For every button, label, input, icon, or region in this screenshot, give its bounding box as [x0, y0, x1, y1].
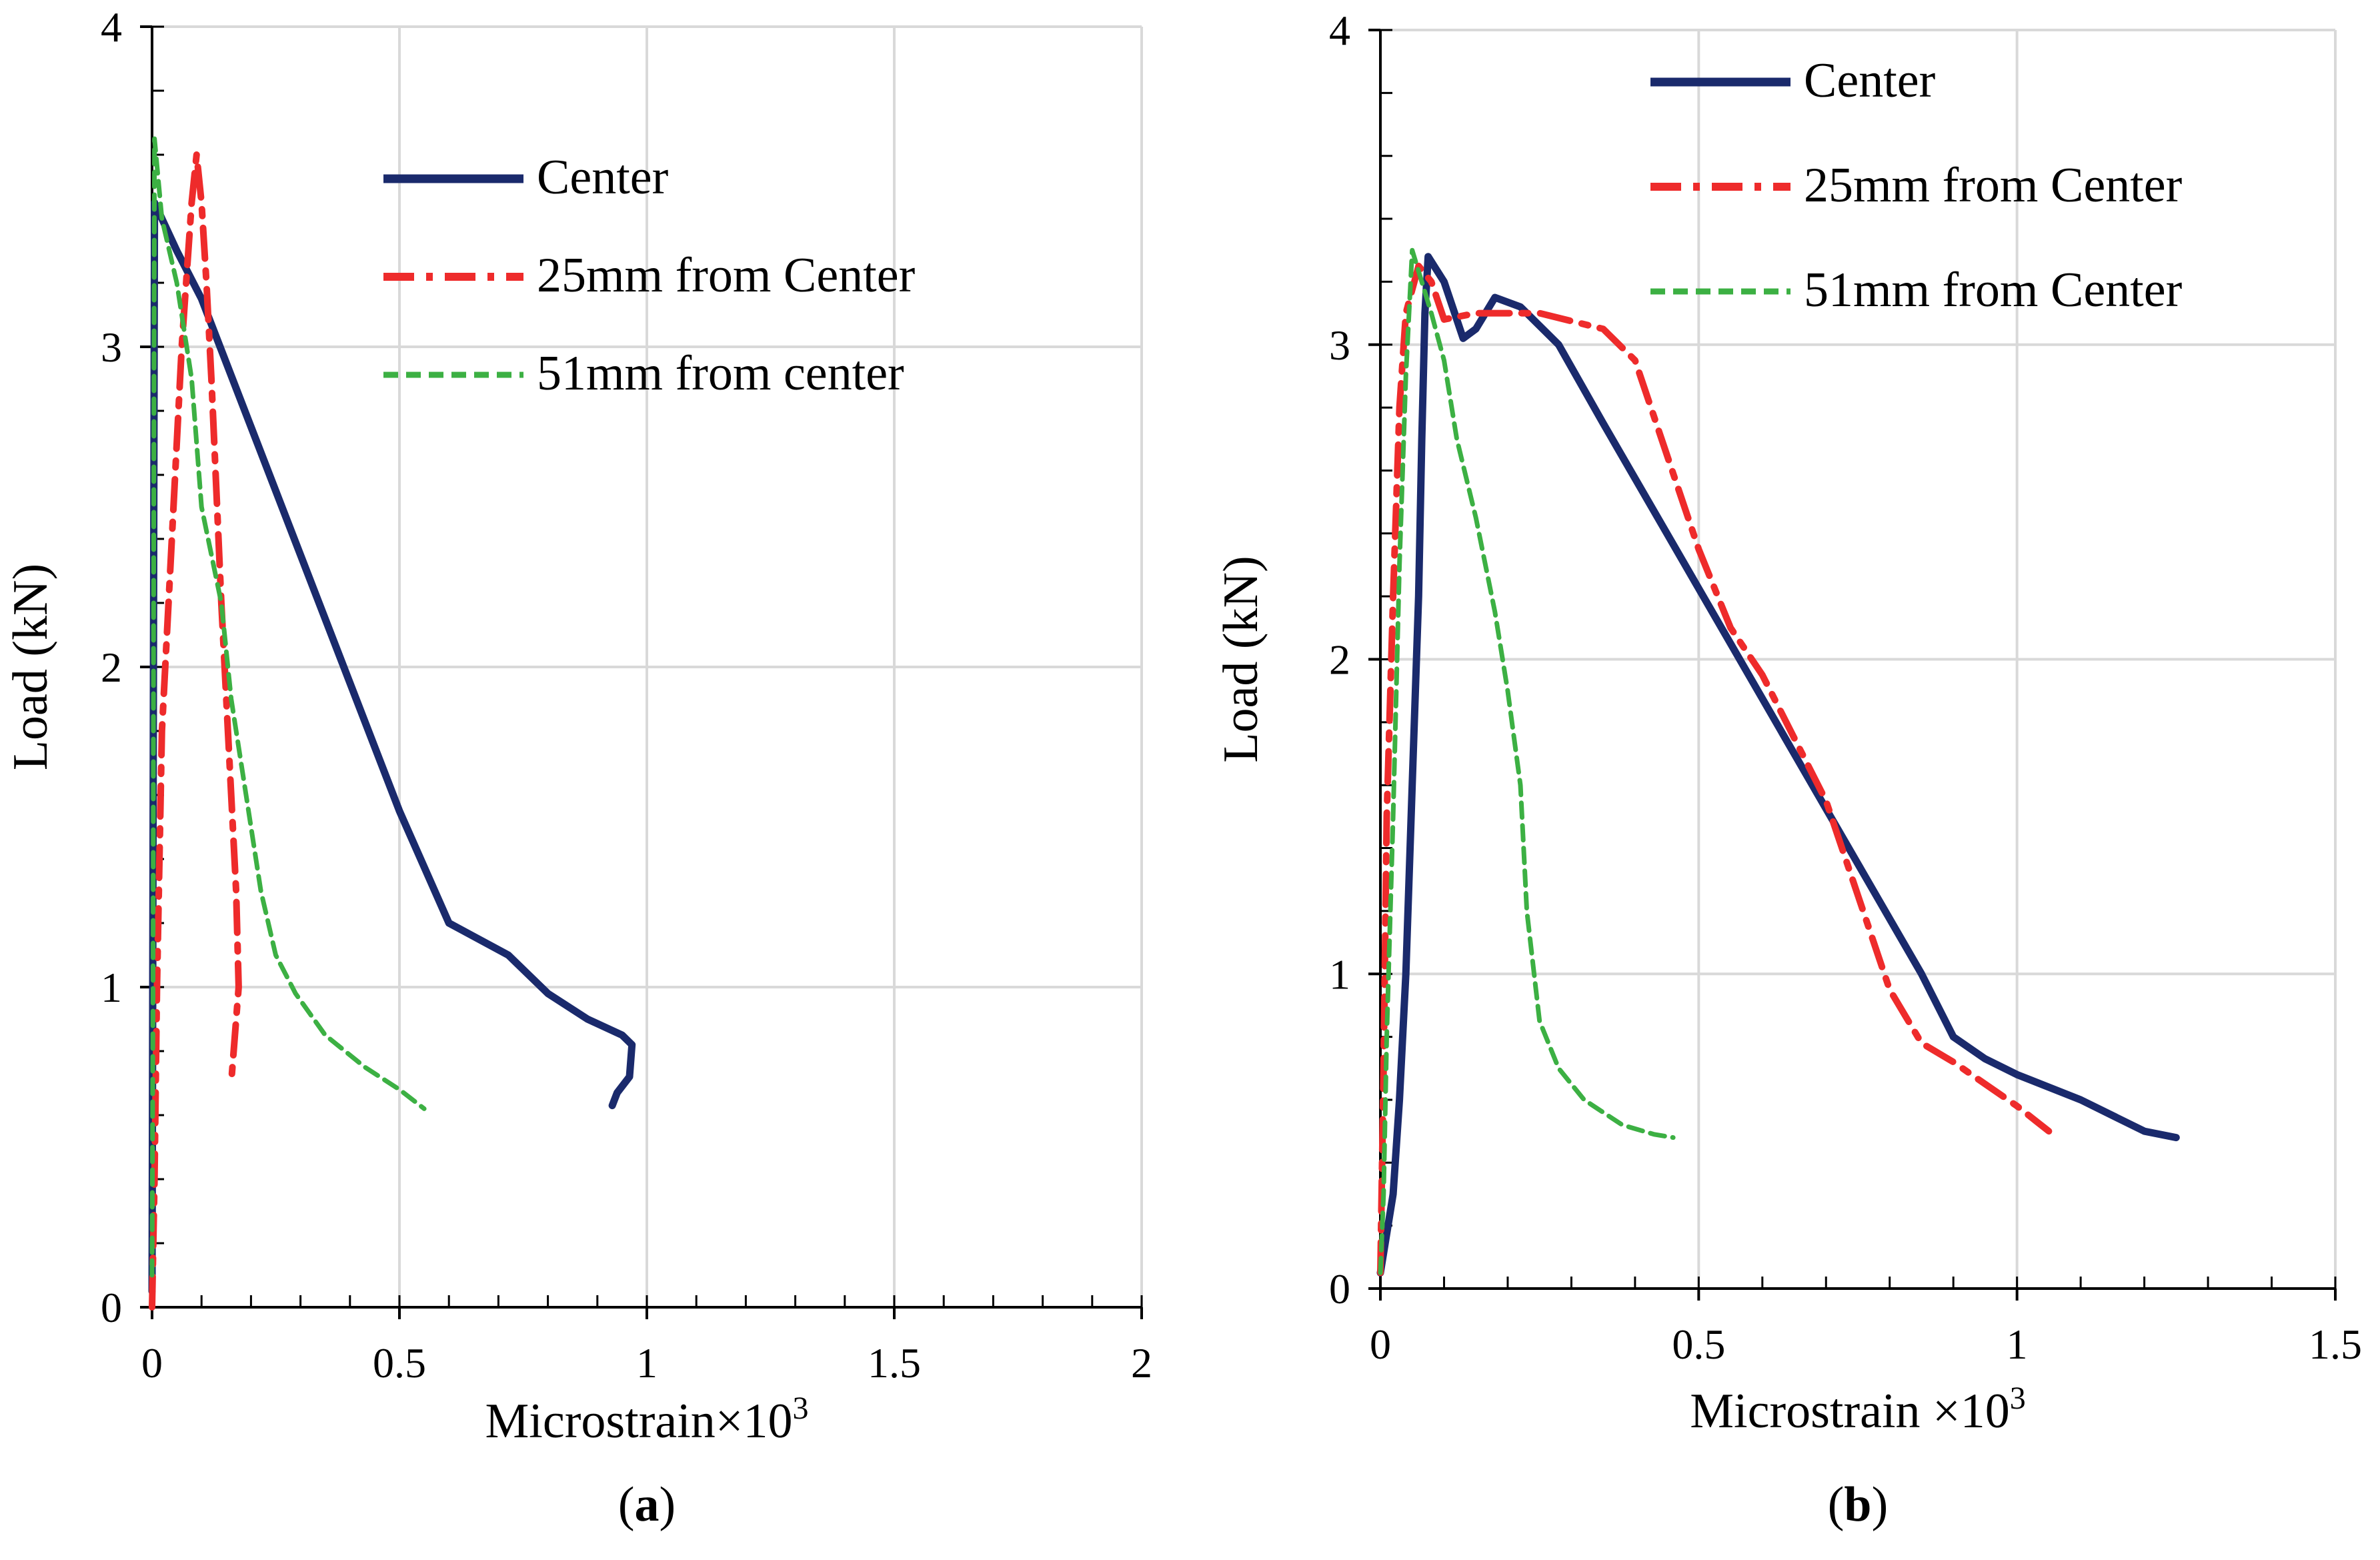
- x-tick-label: 0.5: [1672, 1321, 1725, 1368]
- x-tick-label: 1.5: [868, 1339, 921, 1387]
- series-line: [1378, 247, 1676, 1275]
- x-tick-label: 0: [1370, 1321, 1391, 1368]
- y-axis-label: Load (kN): [3, 564, 58, 770]
- series-line: [148, 199, 636, 1295]
- panel-label: (b): [1828, 1477, 1888, 1532]
- series-line: [1376, 253, 2180, 1277]
- legend-label: 51mm from center: [537, 346, 904, 401]
- legend-label: 25mm from Center: [537, 248, 915, 303]
- y-tick-label: 1: [101, 964, 122, 1011]
- x-axis-label: Microstrain×103: [485, 1391, 809, 1449]
- y-tick-label: 4: [101, 3, 122, 51]
- series-line: [149, 151, 242, 1311]
- y-tick-label: 4: [1329, 7, 1350, 54]
- y-tick-label: 3: [1329, 321, 1350, 369]
- y-tick-label: 3: [101, 323, 122, 371]
- x-tick-label: 1.5: [2309, 1321, 2362, 1368]
- x-tick-label: 0.5: [373, 1339, 426, 1387]
- y-tick-label: 1: [1329, 950, 1350, 998]
- y-tick-label: 0: [1329, 1265, 1350, 1313]
- x-tick-label: 0: [141, 1339, 163, 1387]
- chart-panel-b: 0 0.5 1 1.5 0 1 2 3 4 Center 25mm from Center 51mm …: [1214, 7, 2362, 1532]
- y-tick-label: 2: [1329, 636, 1350, 684]
- series-line: [1377, 262, 2053, 1277]
- x-axis-label: Microstrain ×103: [1690, 1381, 2025, 1439]
- y-tick-label: 2: [101, 644, 122, 691]
- panel-label: (a): [618, 1477, 676, 1532]
- y-axis-label: Load (kN): [1214, 556, 1268, 762]
- legend-label: Center: [537, 150, 668, 205]
- series-line: [149, 136, 427, 1278]
- x-tick-label: 1: [636, 1339, 658, 1387]
- legend-label: 51mm from Center: [1804, 263, 2182, 317]
- x-tick-label: 2: [1131, 1339, 1152, 1387]
- legend-label: Center: [1804, 53, 1935, 108]
- chart-panel-a: 0 0.5 1 1.5 2 0 1 2 3 4 Center 25mm from Center 51mm…: [3, 3, 1152, 1532]
- legend-label: 25mm from Center: [1804, 158, 2182, 213]
- x-tick-label: 1: [2007, 1321, 2028, 1368]
- y-tick-label: 0: [101, 1284, 122, 1331]
